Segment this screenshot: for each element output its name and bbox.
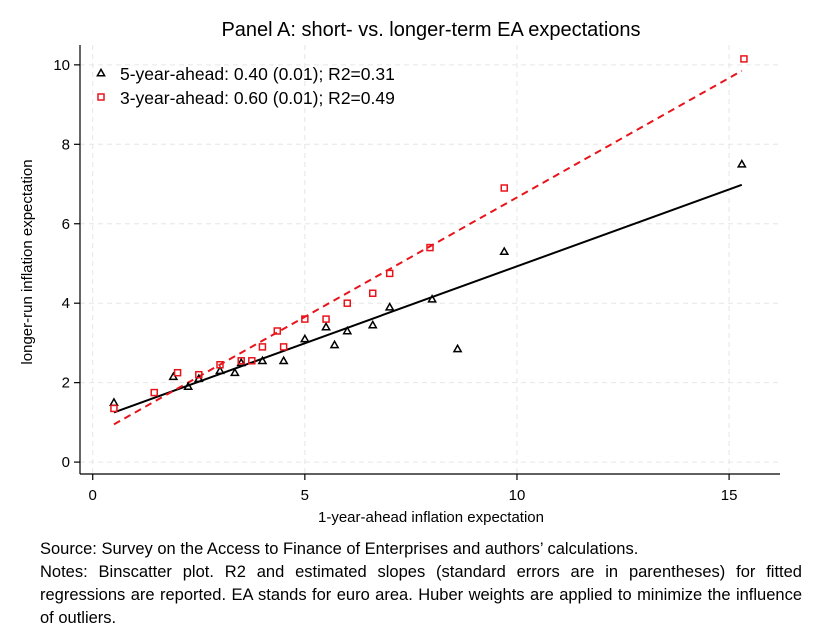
fit-line xyxy=(113,183,743,414)
square-marker xyxy=(322,315,330,323)
square-marker xyxy=(110,404,118,413)
notes: Source: Survey on the Access to Finance … xyxy=(40,538,802,630)
legend: 5-year-ahead: 0.40 (0.01); R2=0.31 3-year… xyxy=(96,64,395,108)
triangle-marker xyxy=(96,67,106,77)
square-marker xyxy=(150,388,158,397)
triangle-marker xyxy=(215,365,225,375)
square-marker xyxy=(195,370,203,379)
square-marker xyxy=(279,343,288,351)
square-marker xyxy=(343,299,352,307)
grid xyxy=(80,45,780,474)
square-marker xyxy=(500,184,508,192)
square-marker xyxy=(237,357,245,365)
triangle-marker xyxy=(452,343,463,353)
fit-line xyxy=(113,69,743,426)
triangle-marker xyxy=(736,159,747,168)
fit-lines xyxy=(113,69,743,426)
chart-title: Panel A: short- vs. longer-term EA expec… xyxy=(221,19,640,41)
triangle-marker xyxy=(236,357,247,367)
triangle-marker xyxy=(299,333,310,343)
triangle-marker xyxy=(229,367,240,377)
square-marker xyxy=(426,243,434,252)
triangle-marker xyxy=(183,381,194,391)
triangle-marker xyxy=(109,397,119,406)
square-marker xyxy=(258,343,267,351)
notes-text: Notes: Binscatter plot. R2 and estimated… xyxy=(40,563,802,627)
legend-label: 3-year-ahead: 0.60 (0.01); R2=0.49 xyxy=(120,88,395,108)
x-tick-label: 5 xyxy=(301,487,309,504)
triangle-marker xyxy=(499,246,510,256)
y-tick-label: 6 xyxy=(62,216,70,233)
triangle-marker xyxy=(427,294,438,303)
y-tick-label: 2 xyxy=(62,375,70,392)
square-marker xyxy=(173,368,182,377)
y-tick-label: 4 xyxy=(62,295,70,312)
triangle-marker xyxy=(367,319,378,329)
triangle-marker xyxy=(321,321,331,331)
x-tick-label: 15 xyxy=(721,487,738,504)
y-tick-label: 0 xyxy=(62,454,70,471)
source-text: Source: Survey on the Access to Finance … xyxy=(40,540,639,558)
triangle-marker xyxy=(384,302,395,311)
square-marker xyxy=(368,289,377,298)
data-points xyxy=(109,55,748,413)
square-marker xyxy=(385,269,394,278)
triangle-marker xyxy=(329,339,340,349)
x-tick-label: 10 xyxy=(509,487,526,504)
square-marker xyxy=(273,327,282,335)
triangle-marker xyxy=(342,325,353,335)
square-marker xyxy=(216,361,224,369)
y-tick-label: 8 xyxy=(62,136,70,153)
axes: 0 5 10 15 0 2 4 6 8 10 xyxy=(53,45,780,504)
square-marker xyxy=(301,315,309,323)
x-tick-label: 0 xyxy=(89,487,97,504)
square-marker xyxy=(740,55,748,63)
triangle-marker xyxy=(278,355,289,365)
legend-label: 5-year-ahead: 0.40 (0.01); R2=0.31 xyxy=(120,64,395,84)
x-axis-label: 1-year-ahead inflation expectation xyxy=(318,509,544,526)
chart: Panel A: short- vs. longer-term EA expec… xyxy=(19,19,780,526)
y-tick-label: 10 xyxy=(53,57,70,74)
y-axis-label: longer-run inflation expectation xyxy=(19,159,36,364)
triangle-marker xyxy=(257,355,268,365)
square-marker xyxy=(248,357,256,365)
square-marker xyxy=(97,93,105,101)
